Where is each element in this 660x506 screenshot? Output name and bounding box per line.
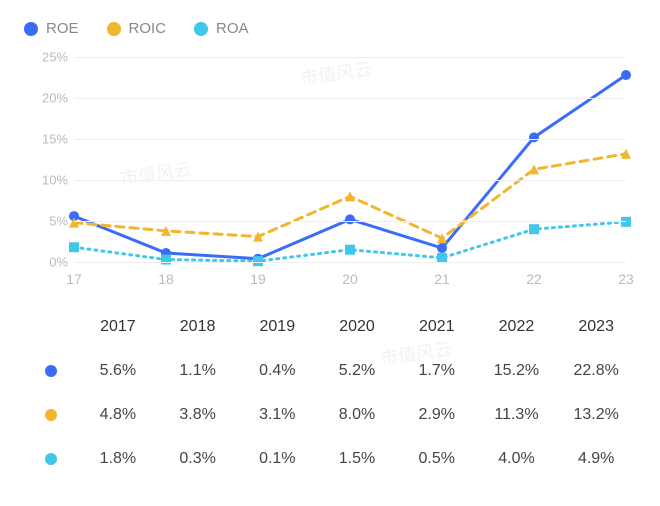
gridline [74,262,626,263]
series-color-icon [45,409,57,421]
table-cell: 11.3% [477,406,557,424]
table-cell: 15.2% [477,362,557,380]
marker-roa [529,224,539,234]
roic-color-icon [107,22,121,36]
series-indicator-cell [24,409,78,421]
table-cell: 1.1% [158,362,238,380]
table-cell: 3.1% [237,406,317,424]
table-header-cell: 2020 [317,318,397,336]
x-tick-label: 23 [618,271,634,287]
gridline [74,221,626,222]
chart-panel: { "chart": { "type": "line", "categories… [0,0,660,506]
table-cell: 0.5% [397,450,477,468]
x-tick-label: 20 [342,271,358,287]
x-tick-label: 21 [434,271,450,287]
marker-roe [529,132,539,142]
marker-roe [621,70,631,80]
table-row: 5.6%1.1%0.4%5.2%1.7%15.2%22.8% [24,349,636,393]
marker-roe [437,243,447,253]
roa-color-icon [194,22,208,36]
gridline [74,180,626,181]
table-cell: 22.8% [556,362,636,380]
table-cell: 0.1% [237,450,317,468]
series-line-roa [74,222,626,261]
series-color-icon [45,365,57,377]
plot-area: 0%5%10%15%20%25%17181920212223 [74,57,626,262]
chart-svg [74,57,626,262]
gridline [74,139,626,140]
legend-item-roe[interactable]: ROE [24,20,79,37]
table-header-row: 2017201820192020202120222023 [24,305,636,349]
y-tick-label: 20% [24,91,68,106]
legend: ROE ROIC ROA [24,20,636,37]
table-cell: 4.9% [556,450,636,468]
gridline [74,98,626,99]
marker-roa [345,245,355,255]
table-cell: 1.8% [78,450,158,468]
roe-color-icon [24,22,38,36]
table-row: 1.8%0.3%0.1%1.5%0.5%4.0%4.9% [24,437,636,481]
data-table: 20172018201920202021202220235.6%1.1%0.4%… [24,305,636,481]
table-cell: 0.3% [158,450,238,468]
y-tick-label: 15% [24,132,68,147]
table-header-cell: 2017 [78,318,158,336]
table-header-cell: 2022 [477,318,557,336]
table-cell: 2.9% [397,406,477,424]
table-cell: 13.2% [556,406,636,424]
y-tick-label: 5% [24,214,68,229]
table-cell: 4.0% [477,450,557,468]
legend-label: ROE [46,20,79,37]
table-header-cell: 2021 [397,318,477,336]
legend-item-roa[interactable]: ROA [194,20,249,37]
table-cell: 5.6% [78,362,158,380]
table-row: 4.8%3.8%3.1%8.0%2.9%11.3%13.2% [24,393,636,437]
table-cell: 0.4% [237,362,317,380]
marker-roa [69,242,79,252]
y-tick-label: 10% [24,173,68,188]
gridline [74,57,626,58]
marker-roe [345,214,355,224]
x-tick-label: 22 [526,271,542,287]
table-header-cell: 2023 [556,318,636,336]
table-cell: 4.8% [78,406,158,424]
marker-roa [161,255,171,265]
legend-item-roic[interactable]: ROIC [107,20,167,37]
x-tick-label: 17 [66,271,82,287]
x-tick-label: 18 [158,271,174,287]
series-indicator-cell [24,453,78,465]
table-header-cell: 2019 [237,318,317,336]
y-tick-label: 0% [24,255,68,270]
y-tick-label: 25% [24,50,68,65]
table-cell: 1.7% [397,362,477,380]
legend-label: ROIC [129,20,167,37]
legend-label: ROA [216,20,249,37]
table-cell: 8.0% [317,406,397,424]
table-cell: 3.8% [158,406,238,424]
table-cell: 1.5% [317,450,397,468]
table-header-cell: 2018 [158,318,238,336]
table-cell: 5.2% [317,362,397,380]
x-tick-label: 19 [250,271,266,287]
series-color-icon [45,453,57,465]
series-indicator-cell [24,365,78,377]
line-chart: 0%5%10%15%20%25%17181920212223 [74,57,626,287]
